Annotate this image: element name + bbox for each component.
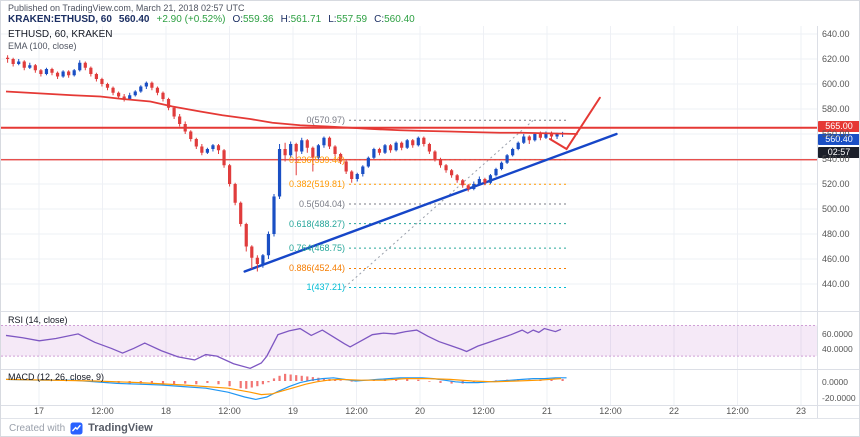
- time-tick: 19: [287, 406, 299, 416]
- created-with-text: Created with: [9, 422, 66, 434]
- time-tick: 22: [668, 406, 680, 416]
- fib-label: 0.618(488.27): [288, 218, 345, 229]
- close-value: 560.40: [384, 14, 415, 25]
- rsi-tick: 40.0000: [822, 344, 853, 354]
- symbol-info-bar: KRAKEN:ETHUSD, 60 560.40 +2.90 (+0.52%) …: [8, 14, 415, 25]
- price-tick: 560.00: [822, 129, 850, 139]
- fib-label: 0.764(468.75): [288, 243, 345, 254]
- tradingview-logo-icon[interactable]: [70, 422, 83, 435]
- rsi-tick: 60.0000: [822, 329, 853, 339]
- rsi-line: [5, 327, 562, 370]
- fib-label: 0.236(539.40): [288, 154, 345, 165]
- time-tick: 12:00: [345, 406, 368, 416]
- time-tick: 12:00: [472, 406, 495, 416]
- time-tick: 21: [541, 406, 553, 416]
- ema-100-line: [5, 90, 578, 135]
- price-tick: 540.00: [822, 154, 850, 164]
- ohlc-open: O:559.36: [232, 14, 273, 25]
- price-tick: 520.00: [822, 179, 850, 189]
- ema-legend: EMA (100, close): [8, 41, 77, 51]
- price-change: +2.90 (+0.52%): [156, 14, 226, 25]
- time-tick: 12:00: [91, 406, 114, 416]
- price-tick: 620.00: [822, 54, 850, 64]
- ascending-trendline: [243, 132, 618, 273]
- close-label: C:: [374, 14, 385, 25]
- price-tick: 640.00: [822, 29, 850, 39]
- ohlc-low: L:557.59: [328, 14, 367, 25]
- horizontal-lines: [1, 126, 817, 161]
- time-tick: 12:00: [726, 406, 749, 416]
- tradingview-brand[interactable]: TradingView: [88, 422, 153, 434]
- open-value: 559.36: [243, 14, 274, 25]
- macd-tick: 0.0000: [822, 377, 848, 387]
- macd-signal-line: [5, 378, 562, 396]
- resistance-price-label: 565.00: [818, 121, 859, 132]
- fib-label: 0.382(519.81): [288, 179, 345, 190]
- fib-retracement: [344, 119, 569, 288]
- projection-line: [548, 96, 601, 151]
- symbol-title: KRAKEN:ETHUSD, 60: [8, 14, 112, 25]
- candlesticks: [6, 55, 565, 272]
- last-price-label: 560.40: [818, 134, 859, 145]
- rsi-band: [1, 325, 817, 357]
- price-tick: 600.00: [822, 79, 850, 89]
- macd-panel-label: MACD (12, 26, close, 9): [8, 372, 105, 382]
- high-label: H:: [280, 14, 291, 25]
- time-tick: 12:00: [218, 406, 241, 416]
- fib-label: 1(437.21): [306, 282, 345, 293]
- time-tick: 18: [160, 406, 172, 416]
- high-value: 561.71: [290, 14, 322, 25]
- time-tick: 12:00: [599, 406, 622, 416]
- rsi-panel-label: RSI (14, close): [8, 315, 68, 325]
- open-label: O:: [232, 14, 243, 25]
- ohlc-close: C:560.40: [374, 14, 415, 25]
- price-tick: 440.00: [822, 279, 850, 289]
- price-tick: 500.00: [822, 204, 850, 214]
- time-tick: 17: [33, 406, 45, 416]
- ohlc-high: H:561.71: [281, 14, 322, 25]
- time-tick: 23: [795, 406, 807, 416]
- footer-bar: Created with TradingView: [1, 418, 859, 436]
- price-tick: 460.00: [822, 254, 850, 264]
- last-price: 560.40: [118, 14, 150, 25]
- price-tick: 480.00: [822, 229, 850, 239]
- fib-label: 0(570.97): [306, 115, 345, 126]
- chart-legend-title: ETHUSD, 60, KRAKEN: [8, 29, 113, 40]
- low-value: 557.59: [336, 14, 368, 25]
- fib-label: 0.886(452.44): [288, 263, 345, 274]
- fib-label: 0.5(504.04): [298, 198, 345, 209]
- publish-info: Published on TradingView.com, March 21, …: [8, 3, 245, 13]
- macd-tick: -20.0000: [822, 393, 856, 403]
- low-label: L:: [328, 14, 337, 25]
- bar-countdown-label: 02:57: [818, 147, 859, 158]
- price-tick: 580.00: [822, 104, 850, 114]
- time-tick: 20: [414, 406, 426, 416]
